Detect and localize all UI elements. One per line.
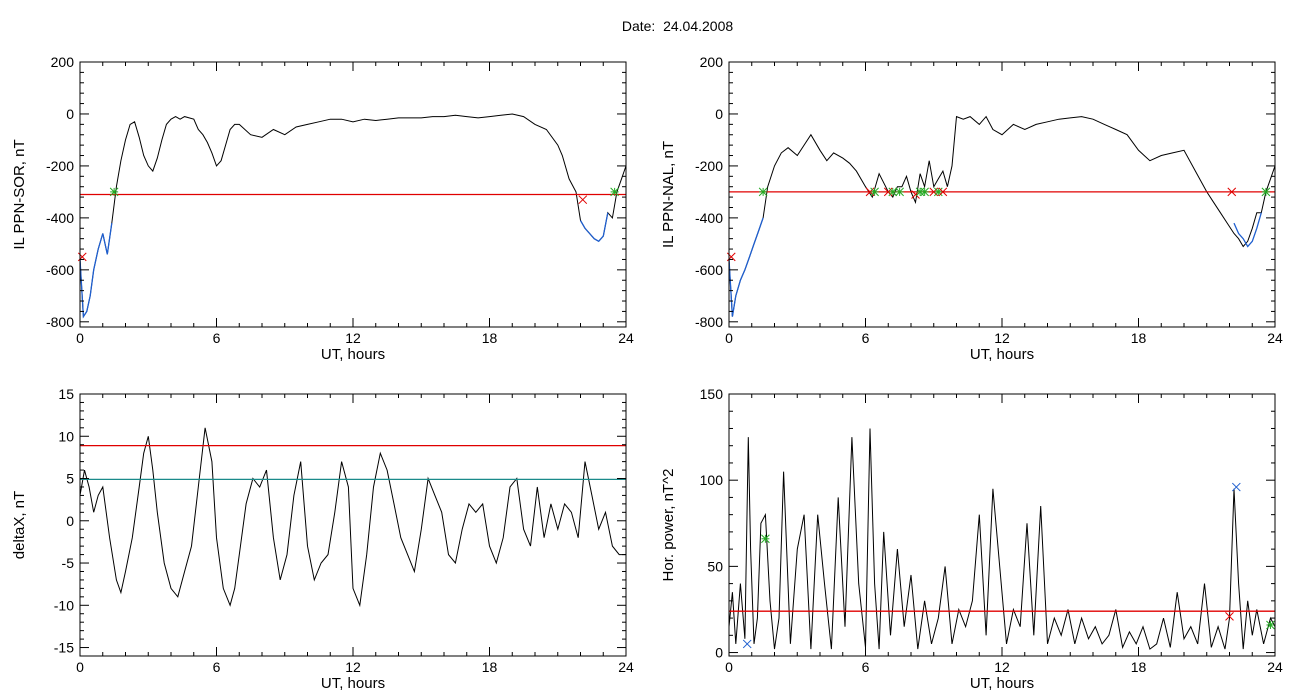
y-tick-label: 0: [715, 645, 723, 661]
y-axis-label: deltaX, nT: [11, 491, 28, 559]
x-tick-label: 12: [345, 330, 361, 346]
y-tick-label: 150: [700, 386, 724, 402]
x-axis-label: UT, hours: [970, 346, 1034, 363]
x-tick-label: 6: [213, 659, 221, 675]
series-line-2: [80, 223, 113, 319]
y-tick-label: -800: [695, 314, 723, 330]
x-tick-label: 0: [76, 330, 84, 346]
y-tick-label: -200: [695, 158, 723, 174]
marker-11: [929, 187, 939, 197]
marker-10: [920, 187, 930, 197]
marker-3: [578, 195, 588, 205]
chart-panel-3: 0 6 12 18 24 15 10 5 0 -5 -10 -15 UT, hours deltaX, n…: [11, 386, 634, 692]
marker-7: [895, 187, 904, 197]
y-tick-label: 10: [58, 428, 74, 444]
series-line-3: [1233, 212, 1262, 248]
marker-4: [870, 187, 879, 197]
x-tick-label: 12: [994, 659, 1010, 675]
y-tick-label: 15: [58, 386, 74, 402]
y-tick-label: 0: [66, 513, 74, 529]
x-tick-label: 24: [618, 330, 634, 346]
y-tick-label: -5: [62, 555, 75, 571]
x-tick-label: 6: [862, 330, 870, 346]
y-tick-label: -800: [46, 314, 74, 330]
x-tick-label: 0: [76, 659, 84, 675]
plot-frame: [728, 61, 1276, 328]
x-tick-label: 0: [725, 330, 733, 346]
x-tick-label: 18: [1131, 659, 1147, 675]
series-line-3: [579, 212, 609, 243]
x-tick-label: 12: [994, 330, 1010, 346]
series-line-2: [729, 217, 764, 317]
y-tick-label: 0: [66, 106, 74, 122]
marker-6: [888, 187, 898, 197]
y-axis-label: Hor. power, nT^2: [660, 469, 677, 582]
series-line-1: [80, 427, 626, 608]
x-tick-label: 6: [862, 659, 870, 675]
series-line-1: [729, 428, 1275, 650]
series-line-1: [80, 113, 626, 319]
marker-2: [109, 187, 119, 197]
y-tick-label: -400: [695, 210, 723, 226]
chart-panel-1: 0 6 12 18 24 200 0 -200 -400 -600 -800 UT, hours IL …: [11, 54, 634, 363]
x-tick-label: 18: [1131, 330, 1147, 346]
marker-1: [742, 639, 752, 649]
marker-13: [938, 187, 948, 197]
y-tick-label: -10: [54, 597, 74, 613]
x-axis-label: UT, hours: [321, 675, 385, 692]
y-tick-label: -600: [695, 262, 723, 278]
y-tick-label: -400: [46, 210, 74, 226]
chart-panel-2: 0 6 12 18 24 200 0 -200 -400 -600 -800 UT, hours IL …: [660, 54, 1283, 363]
y-tick-label: 200: [51, 54, 75, 70]
y-axis-label: IL PPN-SOR, nT: [11, 139, 28, 249]
x-tick-label: 18: [482, 330, 498, 346]
series-line-1: [729, 115, 1275, 317]
figure-title: Date: 24.04.2008: [621, 18, 734, 34]
y-tick-label: -200: [46, 158, 74, 174]
marker-5: [1266, 620, 1275, 630]
x-axis-label: UT, hours: [970, 675, 1034, 692]
x-tick-label: 12: [345, 659, 361, 675]
plot-frame: [728, 393, 1276, 657]
y-tick-label: 200: [700, 54, 724, 70]
marker-12: [933, 187, 943, 197]
x-tick-label: 18: [482, 659, 498, 675]
x-tick-label: 24: [1267, 330, 1283, 346]
marker-4: [610, 187, 619, 197]
y-tick-label: 0: [715, 106, 723, 122]
x-tick-label: 24: [1267, 659, 1283, 675]
y-tick-label: -600: [46, 262, 74, 278]
x-tick-label: 6: [213, 330, 221, 346]
marker-14: [1227, 187, 1237, 197]
x-tick-label: 0: [725, 659, 733, 675]
y-tick-label: 5: [66, 471, 74, 487]
marker-4: [1231, 482, 1241, 492]
marker-3: [865, 187, 875, 197]
y-axis-label: IL PPN-NAL, nT: [660, 141, 677, 248]
marker-5: [883, 187, 893, 197]
x-axis-label: UT, hours: [321, 346, 385, 363]
chart-panel-4: 0 6 12 18 24 150 100 50 0 UT, hours Hor. power, nT…: [660, 386, 1283, 692]
marker-3: [1225, 612, 1234, 621]
marker-2: [761, 534, 770, 544]
y-tick-label: -15: [54, 640, 74, 656]
marker-15: [1261, 187, 1271, 197]
marker-2: [758, 187, 768, 197]
x-tick-label: 24: [618, 659, 634, 675]
y-tick-label: 50: [707, 558, 723, 574]
plot-frame: [79, 393, 627, 657]
y-tick-label: 100: [700, 472, 724, 488]
